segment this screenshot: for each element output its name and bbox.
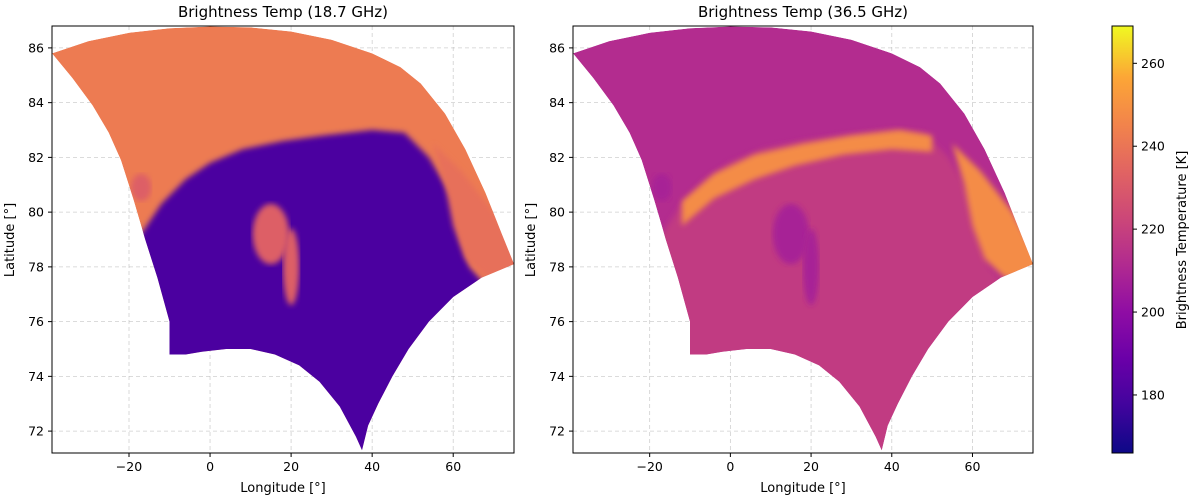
x-tick-label: 20 (283, 459, 299, 474)
plot-frame-18-7ghz (51, 25, 515, 454)
ticks-36-5ghz: −20 0 20 40 60 72 74 76 78 80 82 84 86 (549, 40, 980, 474)
colorbar-tick-label: 180 (1141, 387, 1165, 402)
colorbar-tick-label: 240 (1141, 139, 1165, 154)
swath-east-18-7ghz (432, 143, 514, 278)
colorbar-tick-label: 200 (1141, 305, 1165, 320)
ticks-18-7ghz: −20 0 20 40 60 72 74 76 78 80 82 84 86 (28, 40, 461, 474)
y-tick-label: 80 (549, 205, 565, 220)
panel-18-7ghz: −20 0 20 40 60 72 74 76 78 80 82 84 86 Brightness Te… (3, 3, 515, 496)
colorbar-tick-label: 220 (1141, 222, 1165, 237)
swath-18-7ghz (52, 26, 514, 451)
x-tick-label: 60 (965, 459, 981, 474)
swath-east-36-5ghz (952, 143, 1033, 278)
panel-36-5ghz: −20 0 20 40 60 72 74 76 78 80 82 84 86 Brightness Te… (524, 3, 1034, 496)
y-tick-label: 76 (549, 314, 565, 329)
swath-feature-36-5ghz (651, 173, 672, 202)
swath-36-5ghz (573, 26, 1033, 451)
x-tick-label: 40 (364, 459, 380, 474)
y-tick-label: 84 (549, 95, 565, 110)
y-tick-label: 82 (549, 150, 565, 165)
y-axis-label-18-7ghz: Latitude [°] (3, 203, 18, 277)
x-tick-label: −20 (636, 459, 662, 474)
swath-feature-36-5ghz (772, 203, 810, 265)
x-tick-label: 0 (726, 459, 734, 474)
y-tick-label: 72 (28, 424, 44, 439)
swath-feature-18-7ghz (283, 228, 300, 306)
swath-feature-18-7ghz (252, 203, 290, 265)
swath-feature-36-5ghz (803, 228, 820, 306)
x-tick-label: −20 (116, 459, 142, 474)
y-tick-label: 72 (549, 424, 565, 439)
y-axis-label-36-5ghz: Latitude [°] (524, 203, 539, 277)
swath-band-36-5ghz (681, 130, 933, 226)
x-tick-label: 60 (445, 459, 461, 474)
x-tick-label: 40 (884, 459, 900, 474)
y-tick-label: 78 (28, 259, 44, 274)
x-tick-label: 0 (206, 459, 214, 474)
plot-frame-36-5ghz (572, 25, 1034, 454)
colorbar-frame (1111, 25, 1134, 454)
colorbar-tick-label: 260 (1141, 56, 1165, 71)
panel-title-36-5ghz: Brightness Temp (36.5 GHz) (698, 3, 908, 21)
colorbar: 180 200 220 240 260 Brightness Temperature [… (1111, 25, 1190, 454)
y-tick-label: 82 (28, 150, 44, 165)
y-tick-label: 86 (549, 40, 565, 55)
colorbar-gradient (1112, 26, 1133, 453)
y-tick-label: 74 (549, 369, 565, 384)
y-tick-label: 84 (28, 95, 44, 110)
colorbar-ticks: 180 200 220 240 260 (1133, 56, 1165, 402)
y-tick-label: 76 (28, 314, 44, 329)
colorbar-label: Brightness Temperature [K] (1175, 151, 1190, 330)
x-tick-label: 20 (803, 459, 819, 474)
x-axis-label-36-5ghz: Longitude [°] (760, 481, 845, 496)
x-axis-label-18-7ghz: Longitude [°] (240, 481, 325, 496)
panel-title-18-7ghz: Brightness Temp (18.7 GHz) (178, 3, 388, 21)
y-tick-label: 86 (28, 40, 44, 55)
y-tick-label: 78 (549, 259, 565, 274)
y-tick-label: 80 (28, 205, 44, 220)
swath-south-18-7ghz (129, 130, 494, 451)
swath-feature-18-7ghz (131, 173, 152, 202)
y-tick-label: 74 (28, 369, 44, 384)
